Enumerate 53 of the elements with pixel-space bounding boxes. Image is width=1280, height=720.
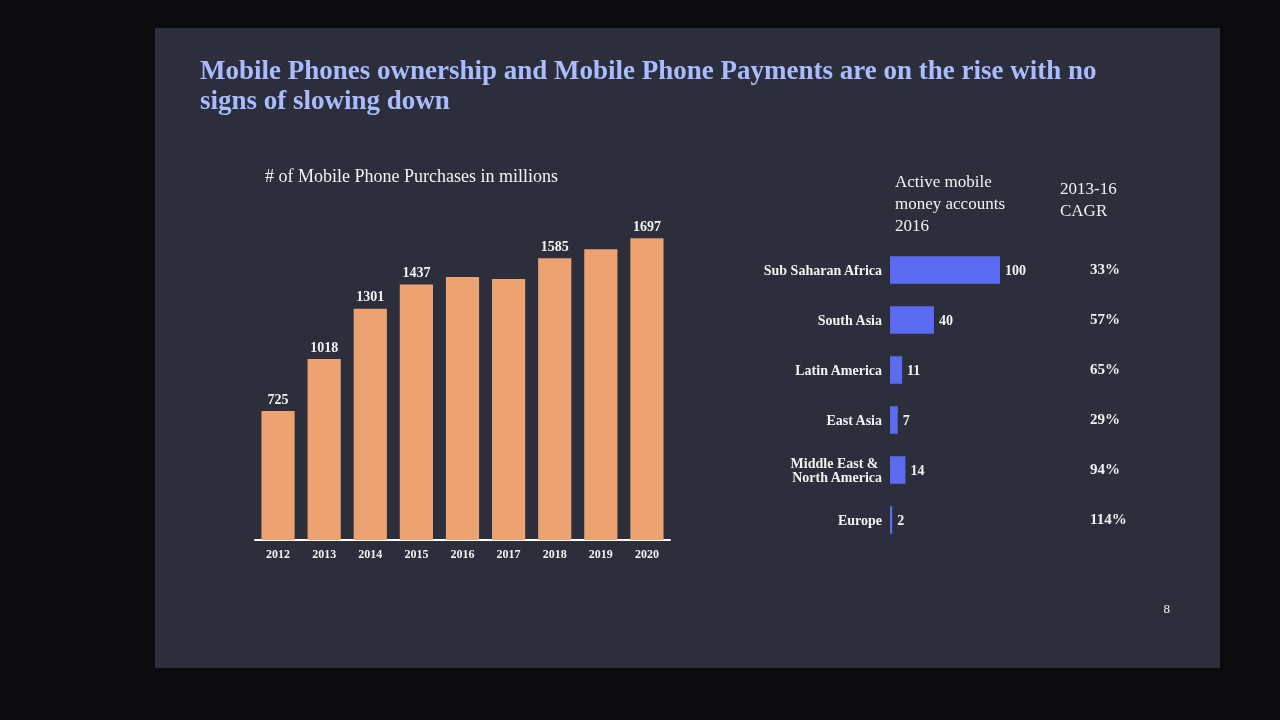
bar xyxy=(630,238,664,540)
bar xyxy=(307,359,341,540)
chart-subtitle: # of Mobile Phone Purchases in millions xyxy=(265,166,558,186)
bar xyxy=(890,456,906,484)
bar xyxy=(890,256,1000,284)
x-tick-label: 2013 xyxy=(312,547,337,561)
x-tick-label: 2015 xyxy=(404,547,429,561)
data-label: 14 xyxy=(910,462,925,478)
x-tick-label: 2017 xyxy=(496,547,521,561)
data-label: 725 xyxy=(267,391,289,407)
x-tick-label: 2020 xyxy=(634,547,659,561)
y-tick-label: Sub Saharan Africa xyxy=(763,262,882,278)
text: 57% xyxy=(1090,310,1120,327)
x-tick-label: 2014 xyxy=(358,547,383,561)
data-label: 1018 xyxy=(310,339,339,355)
data-label: 11 xyxy=(907,362,921,378)
data-label: 7 xyxy=(902,412,910,428)
chart-title: Active mobile money accounts 2016 xyxy=(895,171,1010,235)
text: 33% xyxy=(1090,260,1120,277)
text: 2013-16 CAGR xyxy=(1060,178,1121,220)
text: 29% xyxy=(1090,410,1120,427)
text: 65% xyxy=(1090,360,1120,377)
bar xyxy=(584,249,618,540)
chart-title: Mobile Phones ownership and Mobile Phone Payments are on the rise with no signs of slowing down xyxy=(200,55,1098,115)
bar xyxy=(492,279,526,540)
data-label: 1301 xyxy=(356,289,385,305)
text: 114% xyxy=(1090,510,1127,527)
x-tick-label: 2012 xyxy=(266,547,291,561)
data-label: 100 xyxy=(1005,262,1026,278)
data-label: 40 xyxy=(939,312,953,328)
text: 8 xyxy=(1163,601,1170,616)
bar xyxy=(261,411,295,540)
x-tick-label: 2018 xyxy=(542,547,567,561)
bar xyxy=(890,356,903,384)
y-tick-label: South Asia xyxy=(817,312,882,328)
data-label: 2 xyxy=(897,512,905,528)
y-tick-label: Latin America xyxy=(795,362,882,378)
x-tick-label: 2019 xyxy=(588,547,613,561)
bar xyxy=(890,506,893,534)
data-label: 1585 xyxy=(540,238,569,254)
y-tick-label: East Asia xyxy=(826,412,882,428)
text: 94% xyxy=(1090,460,1120,477)
bar xyxy=(538,258,572,540)
bar xyxy=(890,306,934,334)
y-tick-label: Middle East & North America xyxy=(790,455,882,485)
y-tick-label: Europe xyxy=(837,512,882,528)
bar xyxy=(445,276,480,540)
x-tick-label: 2016 xyxy=(450,547,475,561)
data-label: 1697 xyxy=(632,218,661,234)
bar xyxy=(399,284,433,540)
data-label: 1437 xyxy=(402,265,431,281)
bar xyxy=(353,308,387,540)
bar xyxy=(890,406,898,434)
